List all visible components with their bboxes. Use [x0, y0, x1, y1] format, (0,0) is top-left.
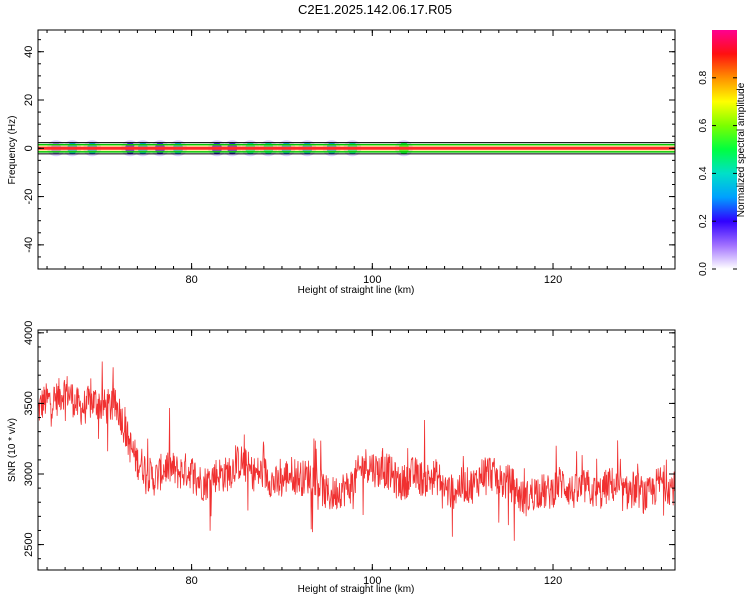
- spectrogram-x-tick-label: 100: [363, 274, 381, 286]
- spectrogram-x-axis-label: Height of straight line (km): [298, 285, 415, 296]
- colorbar-label: Normalized spectral amplitude: [736, 82, 747, 217]
- snr-x-tick-label: 120: [544, 575, 562, 587]
- colorbar-tick-label: 0.8: [698, 70, 709, 84]
- snr-x-tick-label: 100: [363, 575, 381, 587]
- snr-x-tick-label: 80: [185, 575, 197, 587]
- snr-series-line: [38, 361, 675, 541]
- spectrogram-y-tick-label: -20: [23, 189, 35, 205]
- spectrogram-x-tick-label: 120: [544, 274, 562, 286]
- spectrogram-x-tick-label: 80: [185, 274, 197, 286]
- snr-y-axis-label: SNR (10 * v/v): [7, 418, 18, 482]
- colorbar-gradient: [712, 30, 737, 269]
- snr-y-tick-label: 3500: [23, 391, 35, 415]
- spectrogram-y-tick-label: 20: [23, 94, 35, 106]
- colorbar-tick-label: 0.0: [698, 262, 709, 276]
- spectrogram-panel: 80 100 120 40 20 0 -20 -40 Height of straight l…: [7, 29, 676, 296]
- colorbar: 0.0 0.2 0.4 0.6 0.8 Normalized spectral ampl…: [698, 30, 747, 276]
- spectrogram-y-tick-label: -40: [23, 237, 35, 253]
- snr-y-tick-label: 4000: [23, 321, 35, 345]
- snr-frame: [37, 329, 676, 571]
- spectrogram-frame: [37, 29, 676, 270]
- spectrogram-y-tick-label: 40: [23, 46, 35, 58]
- spectrogram-y-tick-label: 0: [23, 145, 35, 151]
- chart-title: C2E1.2025.142.06.17.R05: [298, 2, 452, 17]
- snr-x-axis-label: Height of straight line (km): [298, 584, 415, 595]
- snr-panel: 80 100 120 4000 3500 3000 2500 Height of strai…: [7, 321, 676, 595]
- snr-y-tick-label: 2500: [23, 532, 35, 556]
- colorbar-tick-label: 0.6: [698, 118, 709, 132]
- snr-y-tick-label: 3000: [23, 462, 35, 486]
- spectrogram-y-axis-label: Frequency (Hz): [7, 116, 18, 185]
- colorbar-tick-label: 0.4: [698, 166, 709, 180]
- colorbar-tick-label: 0.2: [698, 214, 709, 228]
